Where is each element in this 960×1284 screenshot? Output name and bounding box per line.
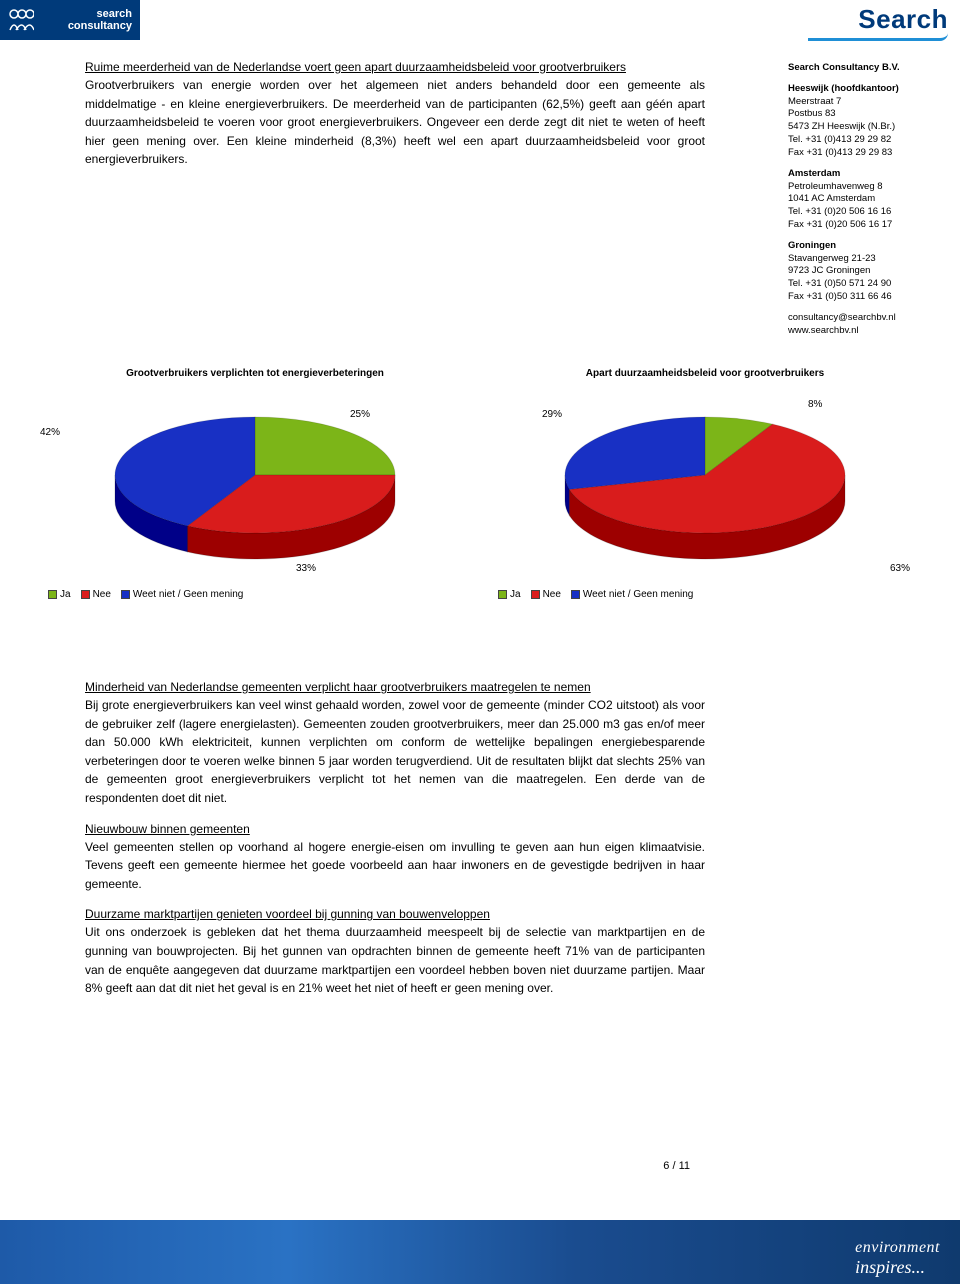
chart-left: Grootverbruikers verplichten tot energie… bbox=[40, 368, 470, 628]
footer-brand: environment inspires... bbox=[855, 1239, 940, 1278]
legend-item: Ja bbox=[498, 589, 521, 600]
page-number: 6 / 11 bbox=[663, 1160, 690, 1172]
pie-percent-label: 8% bbox=[808, 399, 822, 410]
legend-item: Nee bbox=[531, 589, 561, 600]
legend-item: Nee bbox=[81, 589, 111, 600]
contact-block: GroningenStavangerweg 21-239723 JC Groni… bbox=[788, 240, 948, 304]
chart-left-title: Grootverbruikers verplichten tot energie… bbox=[40, 368, 470, 379]
section2-h3: Duurzame marktpartijen genieten voordeel… bbox=[85, 907, 705, 921]
pie-percent-label: 63% bbox=[890, 563, 910, 574]
chart-right: Apart duurzaamheidsbeleid voor grootverb… bbox=[490, 368, 920, 628]
pie-percent-label: 42% bbox=[40, 427, 60, 438]
section2-p3: Uit ons onderzoek is gebleken dat het th… bbox=[85, 923, 705, 997]
section2-p2: Veel gemeenten stellen op voorhand al ho… bbox=[85, 838, 705, 894]
pie-percent-label: 25% bbox=[350, 409, 370, 420]
section-2: Minderheid van Nederlandse gemeenten ver… bbox=[85, 680, 705, 1012]
section-1: Ruime meerderheid van de Nederlandse voe… bbox=[85, 60, 705, 183]
section2-h2: Nieuwbouw binnen gemeenten bbox=[85, 822, 705, 836]
section1-body: Grootverbruikers van energie worden over… bbox=[85, 76, 705, 169]
contact-web: www.searchbv.nl bbox=[788, 325, 859, 336]
people-icon bbox=[8, 8, 34, 32]
contact-block: Heeswijk (hoofdkantoor)Meerstraat 7Postb… bbox=[788, 83, 948, 160]
logo-search-brand: Search bbox=[808, 4, 948, 41]
contact-sidebar: Search Consultancy B.V. Heeswijk (hoofdk… bbox=[788, 62, 948, 345]
chart-right-title: Apart duurzaamheidsbeleid voor grootverb… bbox=[490, 368, 920, 379]
section1-heading: Ruime meerderheid van de Nederlandse voe… bbox=[85, 60, 705, 74]
company-name: Search Consultancy B.V. bbox=[788, 62, 900, 73]
logo-search-consultancy: search consultancy bbox=[0, 0, 140, 40]
footer-bar bbox=[0, 1220, 960, 1284]
contact-email: consultancy@searchbv.nl bbox=[788, 312, 896, 323]
logo-left-line1: search bbox=[97, 8, 132, 20]
brand-text: Search bbox=[808, 4, 948, 35]
legend-item: Weet niet / Geen mening bbox=[121, 589, 243, 600]
pie-percent-label: 29% bbox=[542, 409, 562, 420]
legend-item: Weet niet / Geen mening bbox=[571, 589, 693, 600]
contact-block: AmsterdamPetroleumhavenweg 81041 AC Amst… bbox=[788, 168, 948, 232]
logo-left-line2: consultancy bbox=[68, 20, 132, 32]
section2-p1: Bij grote energieverbruikers kan veel wi… bbox=[85, 696, 705, 808]
legend-item: Ja bbox=[48, 589, 71, 600]
section2-h1: Minderheid van Nederlandse gemeenten ver… bbox=[85, 680, 705, 694]
charts-row: Grootverbruikers verplichten tot energie… bbox=[40, 368, 920, 628]
pie-percent-label: 33% bbox=[296, 563, 316, 574]
